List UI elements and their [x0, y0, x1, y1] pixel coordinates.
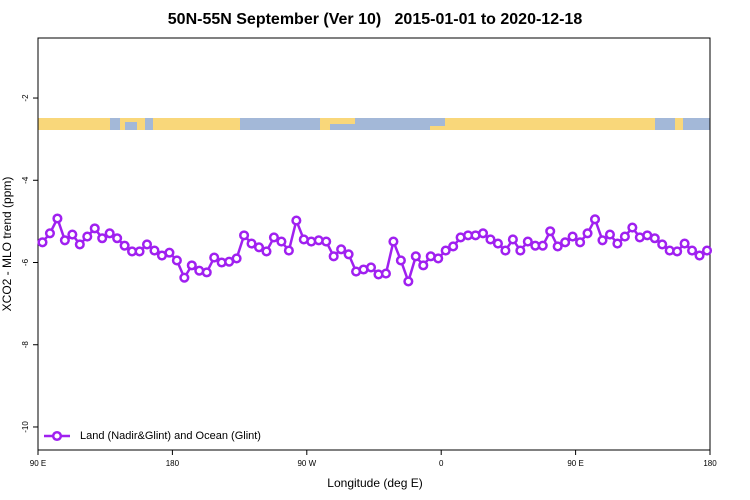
point: [604, 229, 615, 240]
point: [485, 234, 496, 245]
point: [612, 238, 623, 249]
point: [201, 267, 212, 278]
point: [619, 231, 630, 242]
y-tick-label: -10: [21, 421, 30, 433]
point: [649, 233, 660, 244]
point: [134, 246, 145, 257]
point: [141, 239, 153, 250]
point: [657, 239, 668, 250]
point: [575, 237, 586, 248]
point: [261, 246, 272, 257]
y-tick-label: -2: [21, 94, 30, 102]
point: [522, 236, 533, 247]
point: [507, 234, 518, 245]
x-tick-label: 90 E: [30, 459, 46, 468]
point: [597, 235, 608, 246]
point: [336, 244, 347, 255]
x-tick-label: 90 E: [567, 459, 583, 468]
point: [52, 213, 63, 224]
point: [395, 255, 406, 266]
point: [328, 251, 339, 262]
point: [545, 226, 556, 237]
point: [492, 238, 503, 249]
point: [388, 236, 399, 247]
point: [82, 231, 93, 242]
point: [380, 268, 391, 279]
point: [418, 260, 429, 271]
point: [171, 255, 182, 266]
point: [672, 246, 683, 257]
point: [552, 241, 563, 252]
point: [186, 260, 197, 271]
point: [37, 237, 48, 248]
point: [321, 236, 332, 247]
point: [560, 237, 571, 248]
point: [253, 242, 265, 253]
point: [276, 236, 287, 247]
point: [694, 250, 705, 261]
y-tick-label: -4: [21, 176, 30, 184]
x-tick-label: 180: [703, 459, 717, 468]
point: [589, 214, 601, 225]
point: [343, 249, 354, 260]
point: [627, 222, 638, 233]
point: [239, 230, 250, 241]
y-tick-label: -8: [21, 341, 30, 349]
x-axis-label: Longitude (deg E): [327, 476, 422, 490]
point: [44, 228, 55, 239]
point: [582, 228, 593, 239]
land-ocean-strip: [38, 118, 710, 130]
point: [268, 232, 279, 243]
x-tick-label: 180: [166, 459, 180, 468]
point: [291, 215, 302, 226]
point: [119, 240, 130, 251]
legend-label: Land (Nadir&Glint) and Ocean (Glint): [80, 430, 261, 442]
point: [97, 233, 108, 244]
point: [164, 247, 175, 258]
point: [477, 228, 489, 239]
chart-title: 50N-55N September (Ver 10) 2015-01-01 to…: [168, 11, 583, 28]
point: [67, 229, 78, 240]
y-axis-label: XCO2 - MLO trend (ppm): [0, 177, 14, 312]
point: [231, 253, 242, 264]
legend-marker: [51, 430, 63, 442]
point: [701, 245, 713, 256]
point: [500, 245, 511, 256]
point: [687, 245, 698, 256]
point: [59, 235, 70, 246]
point: [112, 233, 123, 244]
point: [179, 272, 190, 283]
point: [448, 241, 459, 252]
point: [89, 223, 100, 234]
point: [365, 262, 377, 273]
point: [537, 240, 548, 251]
plot-frame: [37, 37, 711, 451]
point: [246, 238, 257, 249]
x-tick-label: 90 W: [297, 459, 316, 468]
point: [433, 253, 444, 264]
point: [410, 251, 421, 262]
point: [440, 245, 451, 256]
point: [515, 245, 526, 256]
point: [209, 252, 220, 263]
point: [283, 245, 294, 256]
point: [74, 239, 85, 250]
point: [679, 238, 690, 249]
point: [567, 231, 578, 242]
point: [403, 276, 414, 287]
point: [149, 245, 160, 256]
point: [104, 228, 115, 239]
y-tick-label: -6: [21, 258, 30, 266]
x-tick-label: 0: [439, 459, 444, 468]
